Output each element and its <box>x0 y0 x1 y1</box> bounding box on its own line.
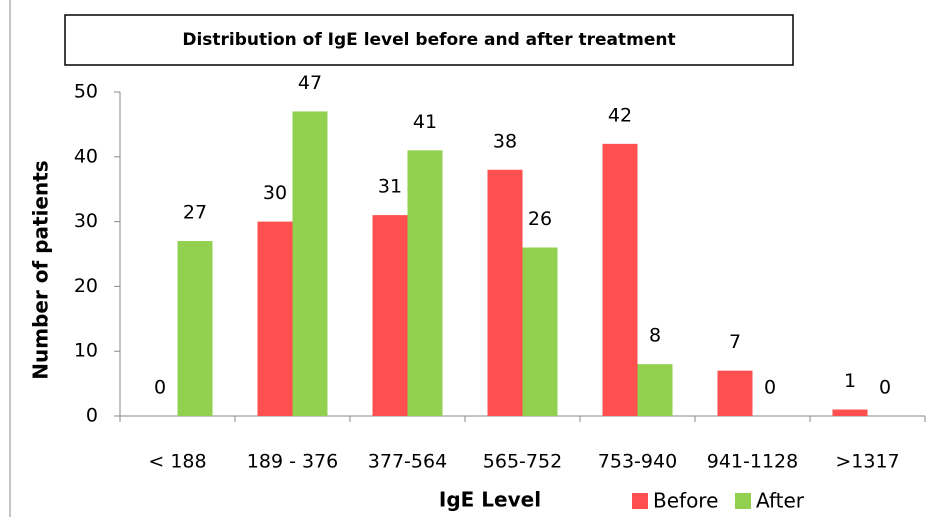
x-tick-label: 377-564 <box>368 451 447 473</box>
x-tick-label: >1317 <box>835 451 899 473</box>
y-tick-label: 20 <box>74 275 98 297</box>
value-label: 27 <box>183 202 207 224</box>
bar <box>407 150 443 416</box>
y-axis-label: Number of patients <box>29 160 53 379</box>
y-tick-label: 40 <box>74 145 98 167</box>
value-label: 41 <box>413 111 437 133</box>
value-label: 38 <box>493 130 517 152</box>
value-label: 42 <box>608 104 632 126</box>
value-label: 30 <box>263 182 287 204</box>
value-label: 31 <box>378 176 402 198</box>
legend-swatch <box>632 493 648 509</box>
bar <box>257 221 293 416</box>
value-label: 8 <box>649 325 661 347</box>
y-tick-label: 30 <box>74 210 98 232</box>
y-tick-label: 10 <box>74 340 98 362</box>
legend-swatch <box>735 493 751 509</box>
bar <box>717 370 753 416</box>
x-tick-label: 565-752 <box>483 451 562 473</box>
value-label: 1 <box>844 370 856 392</box>
x-tick-label: < 188 <box>148 451 206 473</box>
bar <box>637 364 673 416</box>
value-label: 0 <box>154 377 166 399</box>
x-tick-label: 189 - 376 <box>247 451 338 473</box>
x-tick-label: 941-1128 <box>707 451 798 473</box>
x-axis-label: IgE Level <box>439 488 541 512</box>
x-tick-label: 753-940 <box>598 451 677 473</box>
y-tick-label: 0 <box>86 405 98 427</box>
legend-label: Before <box>653 489 718 513</box>
chart-title: Distribution of IgE level before and aft… <box>182 30 675 50</box>
bar <box>292 111 328 416</box>
title-box <box>64 14 794 66</box>
bar <box>487 169 523 416</box>
bar <box>602 143 638 416</box>
value-label: 47 <box>298 72 322 94</box>
value-label: 7 <box>729 331 741 353</box>
bar <box>372 215 408 416</box>
bar <box>177 241 213 416</box>
bar <box>522 247 558 416</box>
bar <box>832 409 868 416</box>
value-label: 0 <box>764 377 776 399</box>
value-label: 0 <box>879 377 891 399</box>
y-tick-label: 50 <box>74 81 98 103</box>
value-label: 26 <box>528 208 552 230</box>
legend-label: After <box>756 489 805 513</box>
